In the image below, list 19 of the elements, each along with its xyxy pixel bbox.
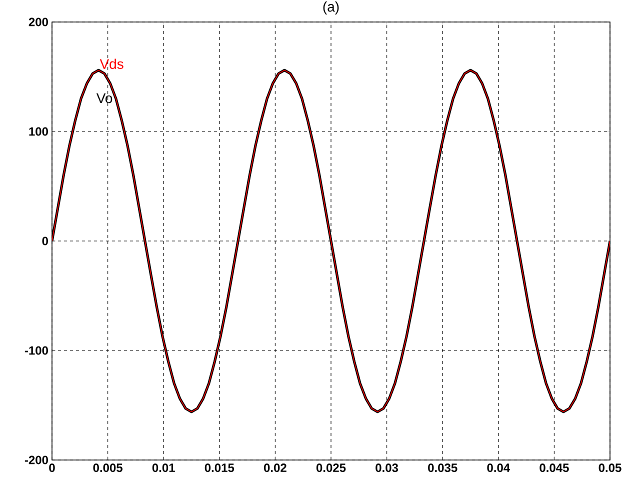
y-tick-label: -200	[24, 456, 48, 464]
x-tick-label: 0.01	[152, 464, 175, 472]
x-tick-label: 0.025	[316, 464, 346, 472]
x-tick-label: 0.035	[428, 464, 458, 472]
y-tick-label: 0	[42, 236, 48, 246]
x-tick-label: 0.015	[204, 464, 234, 472]
x-tick-label: 0.02	[264, 464, 286, 472]
x-tick-label: 0.05	[598, 464, 622, 472]
x-tick-label: 0.005	[93, 464, 122, 472]
x-tick-label: 0	[49, 464, 55, 472]
y-tick-label: 100	[29, 127, 48, 136]
series-label: Vds	[100, 58, 124, 69]
chart-title: (a)	[323, 1, 339, 14]
x-tick-label: 0.04	[487, 464, 510, 472]
y-tick-label: 200	[28, 18, 48, 26]
series-label: Vo	[96, 93, 112, 104]
x-tick-label: 0.045	[540, 464, 569, 472]
x-tick-label: 0.03	[376, 464, 398, 472]
y-tick-label: -100	[24, 346, 48, 355]
